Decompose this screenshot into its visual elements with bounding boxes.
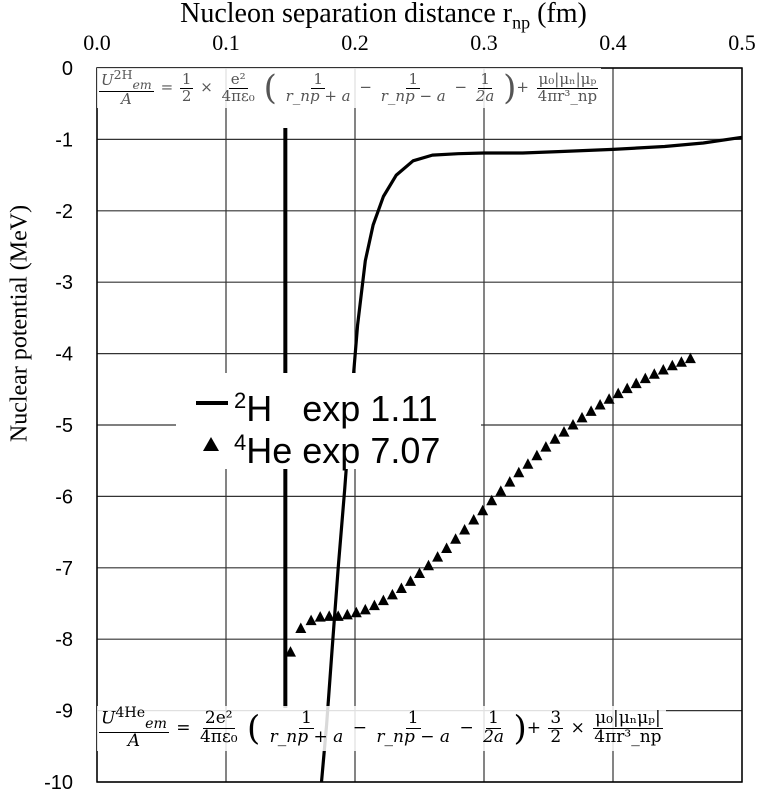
- data-point-4he: [630, 377, 642, 389]
- data-point-4he: [423, 559, 434, 571]
- equation-helium4: U4Heem A = 2e² 4πε₀ ( 1 r_np + a − 1 r_np − …: [97, 706, 666, 751]
- data-point-4he: [450, 533, 462, 544]
- data-point-4he: [657, 364, 669, 375]
- data-point-4he: [684, 352, 696, 364]
- data-point-4he: [341, 608, 353, 620]
- data-point-4he: [305, 614, 317, 626]
- x-tick-label: 0.1: [212, 30, 240, 55]
- data-point-4he: [675, 356, 687, 367]
- y-tick-label: -4: [55, 344, 73, 366]
- data-point-4he: [567, 419, 579, 430]
- legend-line-marker: [196, 401, 228, 405]
- x-tick-label: 0.4: [599, 30, 627, 55]
- data-point-4he: [314, 611, 326, 622]
- y-axis-title: Nuclear potential (MeV): [6, 204, 33, 443]
- data-point-4he: [468, 514, 480, 525]
- data-point-4he: [531, 449, 543, 461]
- y-tick-label: -10: [44, 772, 73, 794]
- y-tick-label: -1: [55, 129, 73, 151]
- data-point-4he: [295, 622, 307, 633]
- data-point-4he: [285, 646, 296, 657]
- x-tick-label: 0.2: [341, 30, 369, 55]
- x-tick-label: 0.5: [728, 30, 756, 55]
- series-line-2h: [319, 135, 743, 783]
- data-point-4he: [621, 382, 633, 394]
- y-tick-labels: 0 -1 -2 -3 -4 -5 -6 -7 -8 -9 -10: [44, 58, 73, 794]
- legend-triangle-marker: [203, 437, 219, 451]
- y-tick-label: -5: [55, 415, 73, 437]
- data-point-4he: [648, 368, 660, 379]
- y-tick-label: 0: [62, 58, 73, 80]
- data-point-4he: [395, 582, 407, 593]
- x-tick-label: 0.0: [83, 30, 111, 55]
- data-point-4he: [441, 542, 453, 553]
- data-point-4he: [513, 466, 525, 478]
- data-point-4he: [377, 594, 389, 606]
- data-point-4he: [486, 494, 498, 506]
- y-tick-label: -3: [55, 272, 73, 294]
- y-tick-label: -6: [55, 486, 73, 508]
- y-tick-label: -2: [55, 201, 73, 223]
- y-tick-label: -7: [55, 558, 73, 580]
- data-point-4he: [350, 606, 362, 618]
- data-point-4he: [432, 551, 444, 562]
- data-point-4he: [558, 426, 570, 437]
- data-point-4he: [612, 387, 624, 399]
- data-point-4he: [459, 524, 471, 535]
- y-tick-label: -8: [55, 629, 73, 651]
- data-point-4he: [639, 372, 651, 384]
- data-point-4he: [603, 393, 615, 404]
- data-point-4he: [386, 588, 398, 600]
- data-point-4he: [414, 567, 425, 578]
- data-point-4he: [368, 599, 380, 611]
- data-point-4he: [585, 405, 597, 416]
- data-point-4he: [504, 476, 516, 487]
- x-tick-labels: 0.0 0.1 0.2 0.3 0.4 0.5: [83, 30, 756, 55]
- data-point-4he: [576, 411, 588, 423]
- x-axis-title: Nucleon separation distance rnp (fm): [180, 0, 587, 33]
- y-tick-label: -9: [55, 701, 73, 723]
- data-point-4he: [332, 610, 344, 621]
- data-point-4he: [540, 441, 552, 452]
- legend: 2H exp 1.11 4He exp 7.07: [176, 373, 481, 471]
- data-point-4he: [549, 433, 561, 444]
- data-point-4he: [405, 575, 416, 586]
- x-tick-label: 0.3: [470, 30, 498, 55]
- data-point-4he: [594, 399, 606, 410]
- data-point-4he: [522, 458, 534, 469]
- data-point-4he: [666, 359, 678, 371]
- data-point-4he: [359, 603, 371, 615]
- data-point-4he: [323, 610, 335, 621]
- data-point-4he: [495, 485, 507, 496]
- data-point-4he: [477, 504, 489, 516]
